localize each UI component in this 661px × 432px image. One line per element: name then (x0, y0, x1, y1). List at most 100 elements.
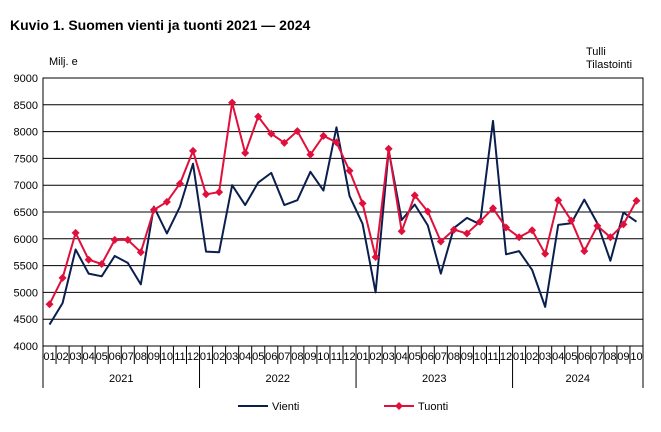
data-point-tuonti (189, 146, 197, 155)
x-year-label: 2022 (266, 373, 290, 385)
data-point-tuonti (123, 235, 132, 244)
data-point-tuonti (84, 255, 93, 264)
data-point-tuonti (306, 150, 315, 159)
y-tick-label: 6500 (14, 207, 38, 219)
x-month-label: 04 (552, 351, 564, 363)
x-month-label: 07 (278, 351, 290, 363)
x-month-label: 06 (578, 351, 590, 363)
x-month-label: 05 (96, 351, 108, 363)
x-month-label: 02 (213, 351, 225, 363)
x-month-label: 03 (69, 351, 81, 363)
y-tick-label: 7000 (14, 180, 38, 192)
data-point-tuonti (228, 98, 237, 107)
data-point-tuonti (371, 253, 380, 262)
x-month-label: 08 (291, 351, 303, 363)
data-point-tuonti (71, 228, 80, 237)
data-point-tuonti (397, 227, 406, 236)
x-year-label: 2023 (422, 373, 446, 385)
x-month-label: 08 (448, 351, 460, 363)
grid-layer (42, 77, 644, 347)
chart-title: Kuvio 1. Suomen vienti ja tuonti 2021 — … (10, 17, 311, 33)
x-month-label: 08 (604, 351, 616, 363)
x-month-label: 10 (474, 351, 486, 363)
data-point-tuonti (436, 237, 445, 246)
x-month-label: 01 (43, 351, 55, 363)
x-month-label: 11 (487, 351, 498, 363)
y-tick-label: 6000 (14, 234, 38, 246)
x-month-label: 03 (383, 351, 395, 363)
y-axis-label: Milj. e (49, 56, 78, 68)
y-tick-label: 9000 (14, 73, 38, 85)
legend-marker-tuonti (395, 402, 403, 410)
x-year-label: 2021 (109, 373, 133, 385)
x-month-label: 12 (500, 351, 512, 363)
data-point-tuonti (45, 300, 54, 309)
x-month-label: 07 (591, 351, 603, 363)
data-point-tuonti (319, 131, 328, 140)
x-month-label: 07 (435, 351, 447, 363)
data-point-tuonti (58, 273, 67, 282)
data-point-tuonti (384, 144, 393, 153)
source-line-1: Tulli (586, 46, 606, 58)
x-month-label: 09 (461, 351, 473, 363)
data-point-tuonti (423, 207, 432, 216)
x-month-label: 01 (356, 351, 368, 363)
data-point-tuonti (202, 190, 211, 199)
x-month-label: 06 (265, 351, 277, 363)
data-point-tuonti (97, 259, 106, 268)
x-month-label: 09 (617, 351, 629, 363)
data-point-tuonti (345, 166, 354, 175)
x-month-label: 11 (331, 351, 342, 363)
data-point-tuonti (515, 233, 524, 242)
data-point-tuonti (502, 223, 511, 232)
data-point-tuonti (332, 138, 341, 147)
data-point-tuonti (554, 196, 563, 205)
series-line-vienti (48, 119, 638, 326)
x-month-label: 12 (187, 351, 199, 363)
data-point-tuonti (410, 191, 419, 200)
data-point-tuonti (489, 204, 497, 213)
x-month-label: 09 (304, 351, 316, 363)
data-point-tuonti (280, 138, 289, 147)
data-point-tuonti (215, 188, 224, 197)
y-tick-label: 8000 (14, 127, 38, 139)
x-year-label: 2024 (566, 373, 590, 385)
legend: Vienti Tuonti (238, 401, 448, 413)
data-point-tuonti (619, 220, 628, 229)
x-month-label: 07 (122, 351, 134, 363)
data-point-tuonti (593, 221, 602, 230)
series-line-tuonti (48, 101, 638, 305)
x-month-label: 11 (174, 351, 185, 363)
y-tick-label: 4000 (14, 341, 38, 353)
data-point-tuonti (267, 129, 276, 138)
x-month-label: 08 (135, 351, 147, 363)
data-point-tuonti (358, 199, 367, 208)
source-line-2: Tilastointi (586, 59, 633, 71)
data-point-tuonti (136, 248, 145, 257)
data-point-tuonti (241, 149, 250, 158)
data-point-tuonti (580, 247, 589, 256)
data-point-tuonti (632, 196, 641, 205)
x-month-label: 03 (539, 351, 551, 363)
data-point-tuonti (475, 217, 484, 226)
x-month-label: 02 (369, 351, 381, 363)
y-tick-label: 5000 (14, 287, 38, 299)
x-month-label: 01 (513, 351, 525, 363)
data-point-tuonti (541, 249, 550, 258)
x-month-label: 02 (526, 351, 538, 363)
data-point-tuonti (254, 112, 263, 121)
legend-label-tuonti: Tuonti (418, 401, 448, 413)
x-month-label: 04 (239, 351, 251, 363)
x-month-label: 05 (409, 351, 421, 363)
data-point-tuonti (110, 235, 119, 244)
data-point-tuonti (162, 197, 171, 206)
x-month-label: 04 (83, 351, 95, 363)
y-tick-label: 4500 (14, 314, 38, 326)
x-month-label: 01 (200, 351, 212, 363)
data-point-tuonti (462, 229, 471, 238)
x-month-label: 12 (343, 351, 355, 363)
legend-label-vienti: Vienti (272, 401, 299, 413)
data-point-tuonti (149, 205, 158, 214)
data-point-tuonti (567, 216, 576, 225)
